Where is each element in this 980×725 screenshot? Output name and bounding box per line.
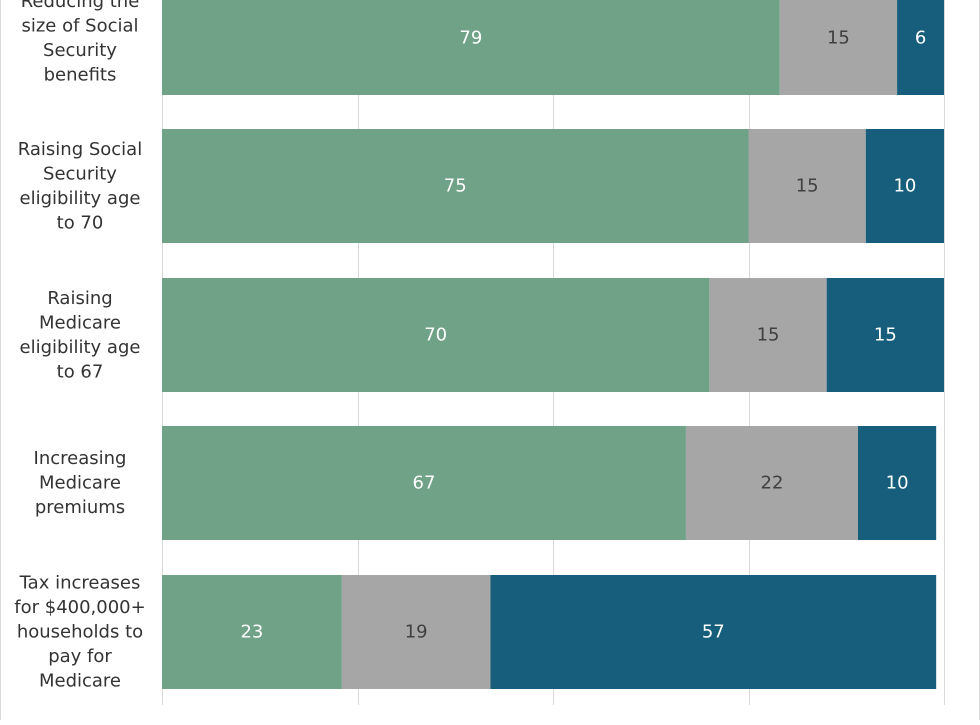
bar-segment-support-3 <box>162 278 710 392</box>
bar-segment-neutral-1 <box>779 0 898 95</box>
data-label-support-5: 23 <box>240 622 263 643</box>
category-label-line: Security <box>43 163 117 184</box>
data-label-neutral-4: 22 <box>761 473 784 494</box>
data-label-neutral-3: 15 <box>757 325 780 346</box>
data-label-support-4: 67 <box>413 473 436 494</box>
category-label-line: Medicare <box>39 473 121 494</box>
category-label-line: eligibility age <box>20 188 141 209</box>
data-label-neutral-2: 15 <box>796 176 819 197</box>
category-label-line: Security <box>43 40 117 61</box>
bar-segment-oppose-1 <box>897 0 944 95</box>
category-label-line: Increasing <box>34 448 127 469</box>
category-label-line: to 70 <box>57 212 104 233</box>
data-label-oppose-3: 15 <box>874 325 897 346</box>
category-label-line: benefits <box>44 64 117 85</box>
category-label-line: Reducing the <box>21 0 140 12</box>
bar-segment-neutral-4 <box>685 426 858 540</box>
bar-segment-oppose-4 <box>857 426 937 540</box>
category-label-line: Raising Social <box>18 139 142 160</box>
category-label-4: Increasing Medicare premiums <box>34 448 127 518</box>
category-label-5: Tax increases for $400,000+ households to p… <box>14 573 145 692</box>
data-label-oppose-1: 6 <box>915 28 926 49</box>
bar-row-4: 67 22 10 <box>162 426 937 540</box>
data-label-support-1: 79 <box>459 28 482 49</box>
bar-row-2: 75 15 10 <box>162 129 944 243</box>
bars: 79 15 6 75 15 10 70 15 15 67 22 10 23 19 57 <box>162 0 944 689</box>
data-label-oppose-5: 57 <box>702 622 725 643</box>
category-label-line: households to <box>17 622 143 643</box>
category-label-line: Medicare <box>39 312 121 333</box>
bar-segment-oppose-3 <box>826 278 944 392</box>
bar-row-5: 23 19 57 <box>162 575 937 689</box>
category-label-1: Reducing the size of Social Security benefi… <box>21 0 140 85</box>
bar-segment-support-5 <box>162 575 342 689</box>
bar-segment-neutral-2 <box>748 129 866 243</box>
category-label-2: Raising Social Security eligibility age to … <box>18 139 142 234</box>
category-label-line: pay for <box>48 646 112 667</box>
chart-left-border <box>0 0 1 720</box>
category-label-line: size of Social <box>21 15 138 36</box>
data-label-support-3: 70 <box>424 325 447 346</box>
data-label-neutral-5: 19 <box>405 622 428 643</box>
bar-segment-support-4 <box>162 426 686 540</box>
category-labels: Reducing the size of Social Security benefi… <box>14 0 145 692</box>
bar-segment-neutral-5 <box>341 575 491 689</box>
category-label-line: for $400,000+ <box>14 597 145 618</box>
bar-segment-support-2 <box>162 129 749 243</box>
bar-row-1: 79 15 6 <box>162 0 944 95</box>
category-label-line: eligibility age <box>20 337 141 358</box>
category-label-line: Raising <box>47 288 112 309</box>
category-label-line: Medicare <box>39 671 121 692</box>
bar-segment-oppose-2 <box>865 129 944 243</box>
category-label-3: Raising Medicare eligibility age to 67 <box>20 288 141 383</box>
category-label-line: premiums <box>35 497 125 518</box>
category-label-line: Tax increases <box>19 573 141 594</box>
bar-segment-support-1 <box>162 0 780 95</box>
bar-row-3: 70 15 15 <box>162 278 944 392</box>
data-label-support-2: 75 <box>444 176 467 197</box>
bar-segment-neutral-3 <box>709 278 827 392</box>
category-label-line: to 67 <box>57 361 104 382</box>
data-label-oppose-2: 10 <box>893 176 916 197</box>
bar-segment-oppose-5 <box>490 575 937 689</box>
data-label-neutral-1: 15 <box>827 28 850 49</box>
data-label-oppose-4: 10 <box>886 473 909 494</box>
